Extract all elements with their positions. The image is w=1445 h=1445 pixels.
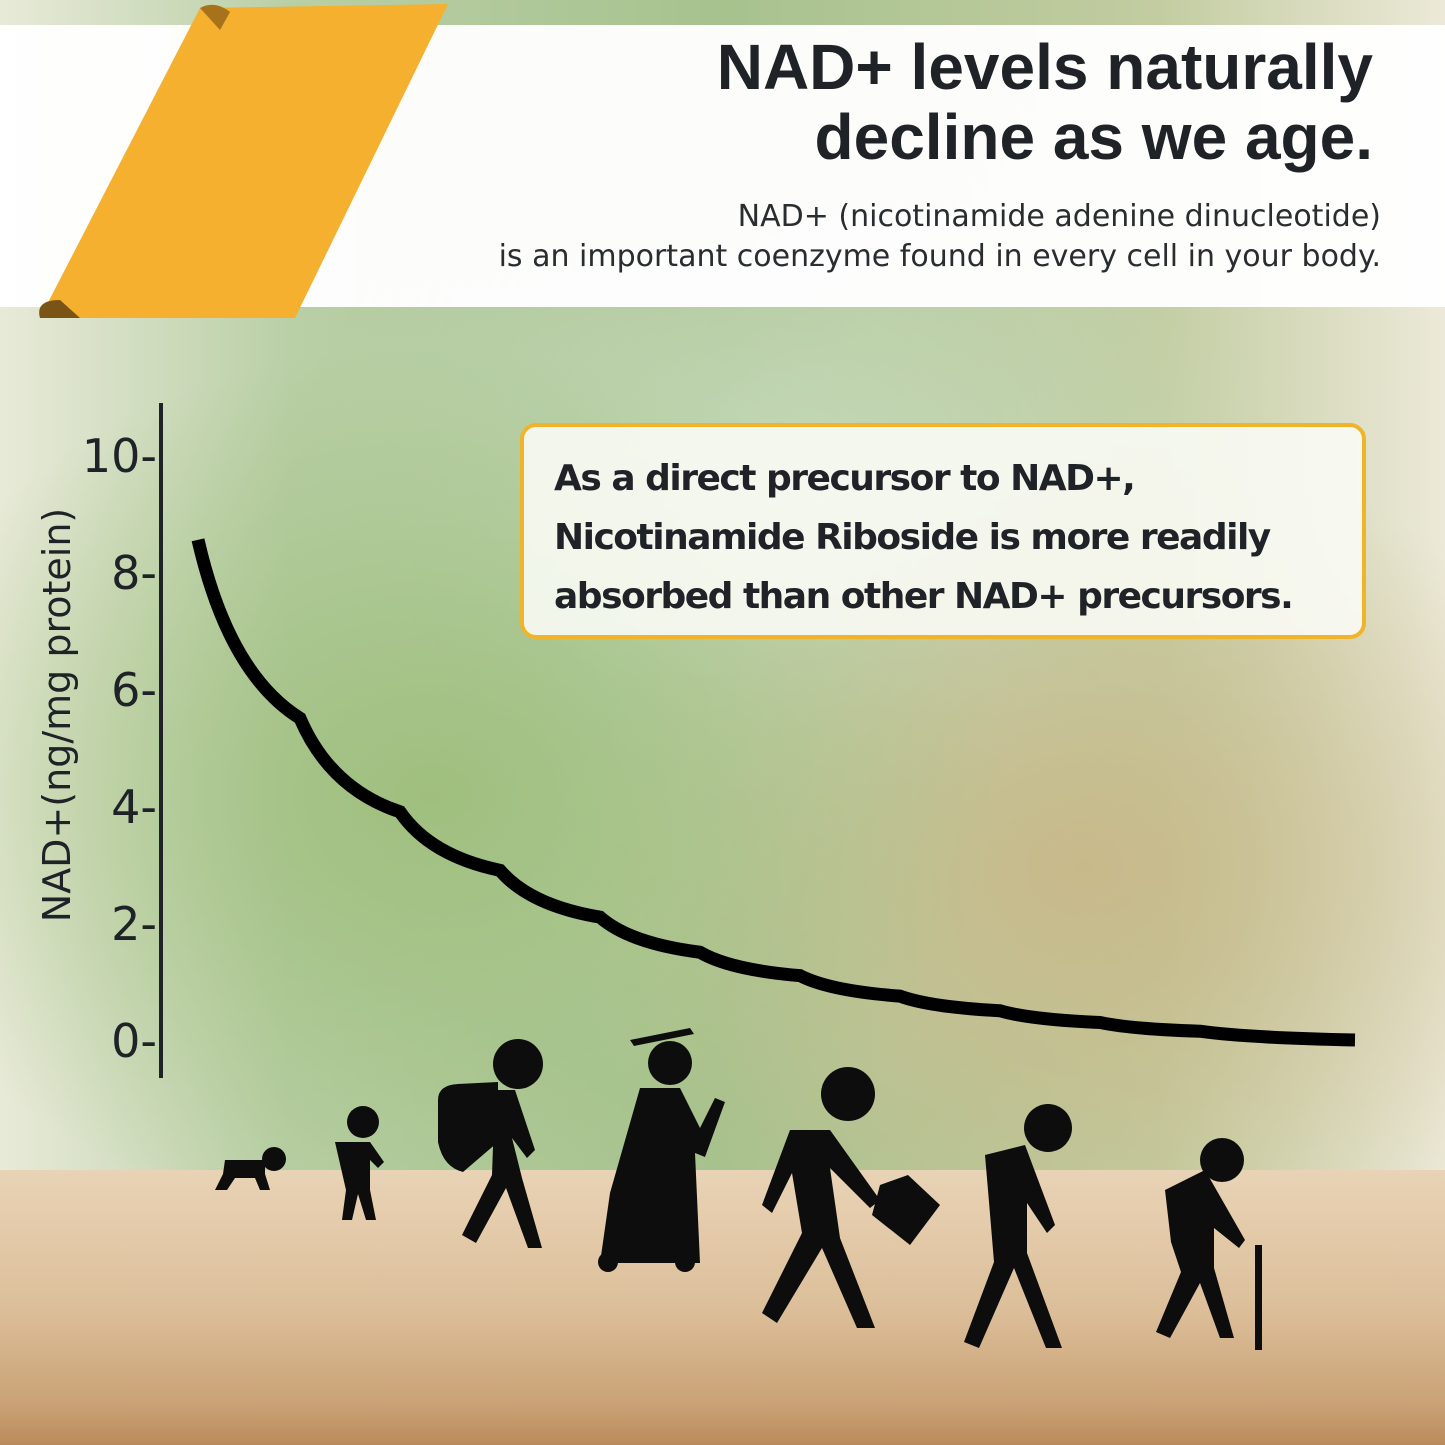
y-tick-label: 4- bbox=[111, 780, 157, 834]
elderly-cane-icon bbox=[1156, 1138, 1262, 1350]
y-tick-label: 6- bbox=[111, 663, 157, 717]
y-tick-label: 2- bbox=[111, 897, 157, 951]
subtitle-line-1: NAD+ (nicotinamide adenine dinucleotide) bbox=[737, 199, 1381, 234]
graduate-icon bbox=[598, 1028, 725, 1272]
nad-decline-curve bbox=[191, 538, 1356, 1047]
adult-briefcase-icon bbox=[762, 1067, 940, 1328]
y-axis-label: NAD+(ng/mg protein) bbox=[35, 508, 79, 922]
toddler-icon bbox=[335, 1106, 384, 1220]
ribbon-decoration bbox=[39, 4, 448, 318]
y-tick-label: 0- bbox=[111, 1014, 157, 1068]
title-line-2: decline as we age. bbox=[814, 101, 1374, 173]
y-tick-label: 10- bbox=[82, 429, 157, 483]
subtitle-line-2: is an important coenzyme found in every … bbox=[498, 239, 1381, 274]
subtitle: NAD+ (nicotinamide adenine dinucleotide)… bbox=[499, 197, 1381, 277]
middle-aged-icon bbox=[964, 1104, 1072, 1348]
page-title: NAD+ levels naturally decline as we age. bbox=[717, 32, 1373, 172]
callout-line-1: As a direct precursor to NAD+, bbox=[554, 458, 1136, 499]
crawling-baby-icon bbox=[215, 1147, 286, 1190]
y-tick-label: 8- bbox=[111, 546, 157, 600]
age-figures bbox=[215, 1028, 1262, 1350]
callout-line-3: absorbed than other NAD+ precursors. bbox=[554, 576, 1294, 617]
student-backpack-icon bbox=[438, 1039, 543, 1248]
callout-box: As a direct precursor to NAD+, Nicotinam… bbox=[520, 423, 1366, 639]
callout-line-2: Nicotinamide Riboside is more readily bbox=[554, 517, 1271, 558]
title-line-1: NAD+ levels naturally bbox=[716, 31, 1373, 103]
